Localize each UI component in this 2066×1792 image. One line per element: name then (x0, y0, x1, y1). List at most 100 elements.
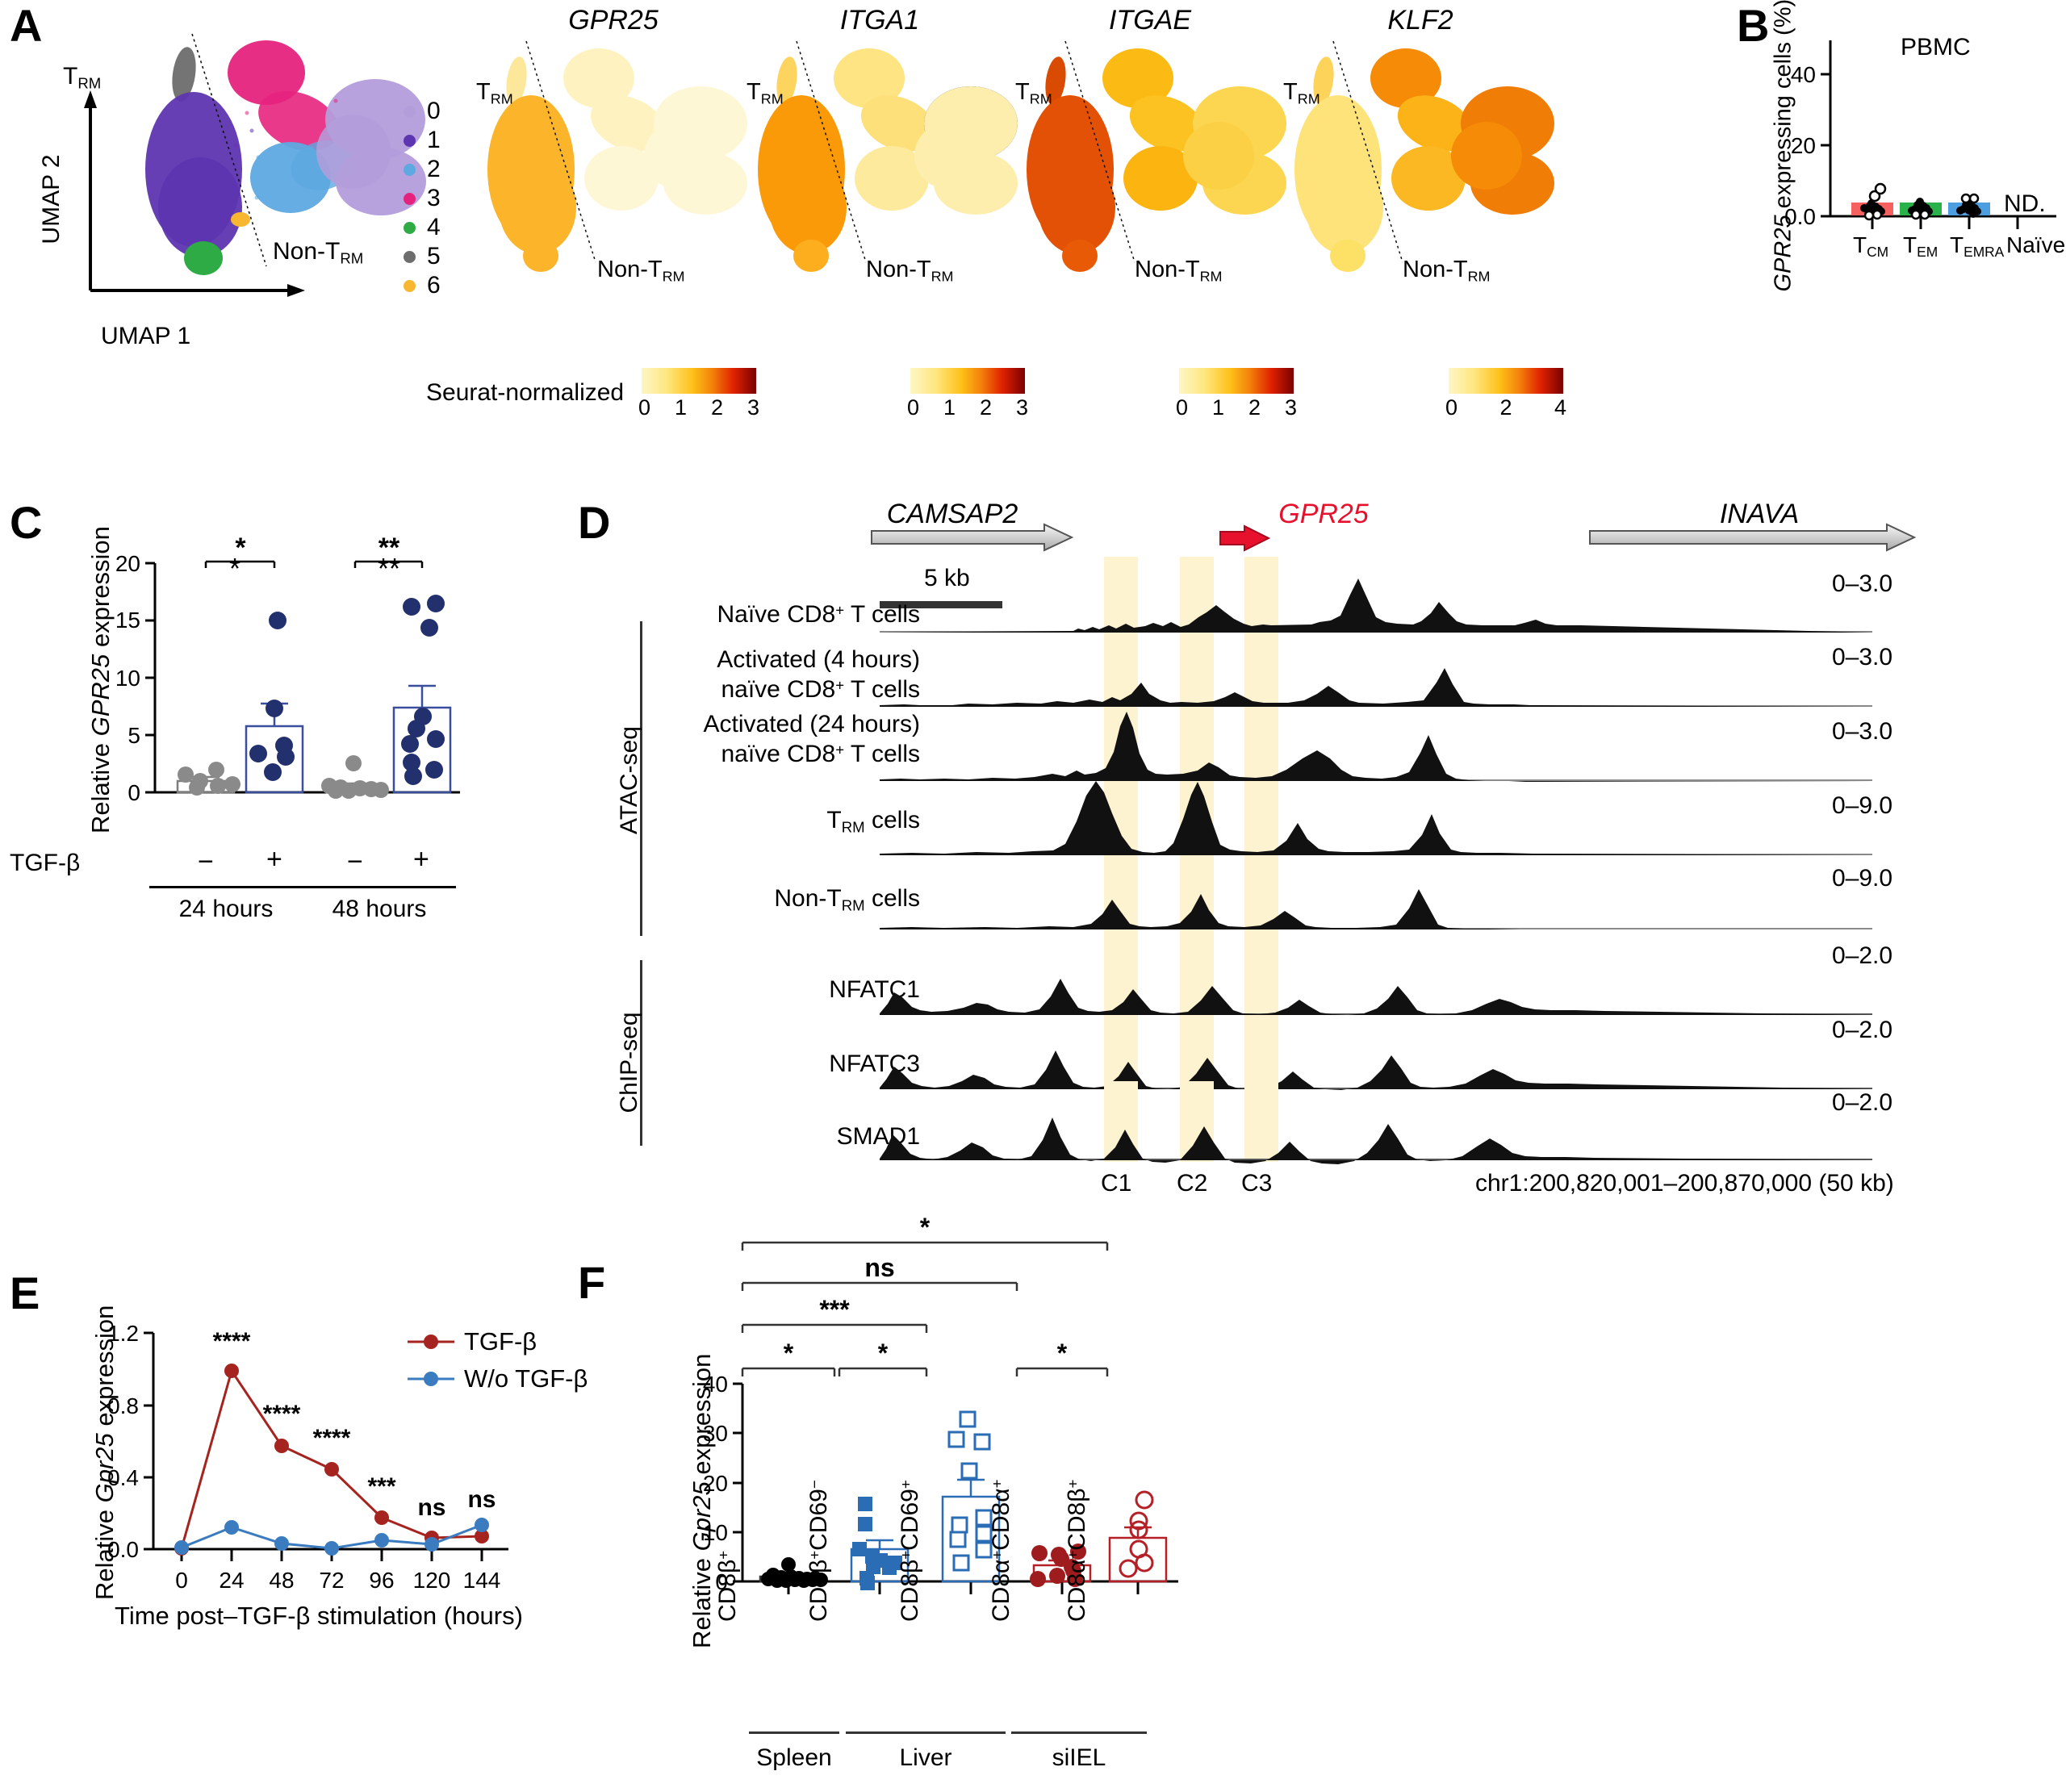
trm-subscript: RM (760, 90, 784, 107)
cbar-tick: 2 (710, 395, 723, 420)
panel-f-plot: * ns *** * * * 0 10 20 30 40 (694, 1213, 1194, 1614)
trm-text: T (63, 63, 78, 90)
itgae-nontrm-label: Non-TRM (1135, 257, 1223, 285)
svg-text:24: 24 (219, 1568, 244, 1593)
legend-swatch-1 (404, 134, 416, 147)
legend-swatch-0 (404, 105, 416, 118)
trm-text: T (747, 79, 761, 105)
svg-text:**: ** (378, 533, 400, 563)
cbar-tick: 0 (1445, 395, 1458, 420)
gpr25-nontrm-label: Non-TRM (597, 257, 685, 285)
nontrm-text: Non-T (273, 238, 341, 265)
panel-d-track-label-4: Non-TRM cells (774, 885, 920, 914)
panel-d-track-label-0: Naïve CD8+ T cells (717, 601, 920, 628)
seurat-normalized-label: Seurat-normalized (426, 379, 625, 406)
panel-f-letter: F (578, 1257, 605, 1308)
cbar-tick: 4 (1554, 395, 1566, 420)
panel-d-coordinates: chr1:200,820,001–200,870,000 (50 kb) (1475, 1170, 1894, 1197)
panel-d-scale-0: 0–3.0 (1832, 570, 1893, 597)
legend-row: 5 (404, 242, 441, 271)
nontrm-text: Non-T (1403, 257, 1468, 282)
svg-text:5: 5 (128, 723, 140, 748)
svg-text:***: *** (819, 1295, 850, 1324)
svg-text:0.0: 0.0 (107, 1537, 139, 1562)
panel-d-track-label-2: Activated (24 hours) naïve CD8+ T cells (703, 711, 920, 767)
cbar-tick: 0 (638, 395, 651, 420)
panel-d-scalebar-label: 5 kb (924, 565, 970, 591)
panel-d-scale-4: 0–9.0 (1832, 865, 1893, 892)
legend-row: 1 (404, 126, 441, 155)
nontrm-subscript: RM (931, 268, 954, 285)
gene-title-klf2: KLF2 (1387, 5, 1453, 36)
colorbar-itgae: 0 1 2 3 (1176, 368, 1297, 420)
colorbar-gradient (1179, 368, 1294, 394)
svg-text:120: 120 (413, 1568, 451, 1593)
panel-f-xlabel-4: CD8α+CD8β+ (1064, 1479, 1090, 1622)
legend-marker-tgfb (408, 1335, 454, 1349)
panel-c-sign-2: − (347, 846, 363, 877)
temra-subscript: EMRA (1964, 244, 2005, 261)
panel-d-scalebar (880, 601, 1002, 608)
panel-e-letter: E (10, 1268, 40, 1318)
svg-text:*: * (1057, 1339, 1068, 1368)
svg-text:144: 144 (463, 1568, 501, 1593)
svg-text:30: 30 (703, 1421, 728, 1446)
legend-label-tgfb: TGF-β (464, 1327, 537, 1355)
xtick-naive: Naïve (2006, 232, 2066, 257)
cbar-tick: 2 (979, 395, 992, 420)
svg-text:0.8: 0.8 (107, 1393, 139, 1418)
panel-c-group-label-2: 48 hours (332, 896, 427, 922)
svg-text:***: *** (367, 1473, 395, 1500)
panel-d-gene-camsap2: CAMSAP2 (886, 499, 1018, 529)
panel-d-tracks (880, 557, 1888, 1154)
svg-text:0.4: 0.4 (107, 1465, 139, 1490)
panel-d-group-atac: ATAC-seq (616, 726, 642, 834)
panel-d-atac-bracket (640, 621, 642, 936)
panel-c-tgfb-label: TGF-β (10, 850, 81, 876)
itgae-trm-label: TRM (1015, 79, 1052, 107)
cbar-tick: 2 (1248, 395, 1261, 420)
panel-c-sign-0: − (198, 846, 214, 877)
cbar-tick: 0 (1176, 395, 1189, 420)
colorbar-gradient (642, 368, 756, 394)
trm-text: T (1283, 79, 1298, 105)
panel-d-gene-inava: INAVA (1719, 499, 1800, 529)
panel-d-track-label-5: NFATC1 (829, 976, 920, 1003)
cbar-tick: 1 (674, 395, 688, 420)
trm-text: T (476, 79, 491, 105)
svg-text:1.2: 1.2 (107, 1321, 139, 1346)
panel-a-letter: A (10, 0, 42, 51)
legend-row: 2 (404, 155, 441, 184)
panel-d-track-label-6: NFATC3 (829, 1051, 920, 1077)
legend-row-wo-tgfb: W/o TGF-β (408, 1360, 588, 1397)
svg-text:72: 72 (319, 1568, 344, 1593)
panel-a-nontrm-label: Non-TRM (273, 238, 363, 268)
svg-text:****: **** (213, 1328, 251, 1355)
panel-d-track-label-3: TRM cells (826, 807, 920, 836)
svg-text:ns: ns (417, 1494, 445, 1521)
panel-c-sig-2: ** (378, 552, 401, 585)
feature-plot-itga1 (738, 36, 1029, 351)
panel-d-gene-gpr25: GPR25 (1278, 499, 1369, 529)
svg-text:0.0: 0.0 (1784, 204, 1816, 229)
svg-text:96: 96 (369, 1568, 394, 1593)
legend-label-3: 3 (427, 185, 441, 211)
colorbar-gpr25: 0 1 2 3 (638, 368, 759, 420)
panel-d-peak-c2: C2 (1177, 1170, 1208, 1197)
legend-row: 3 (404, 184, 441, 213)
cbar-tick: 3 (747, 395, 759, 420)
colorbar-gradient (1449, 368, 1563, 394)
feature-plot-gpr25 (468, 36, 759, 351)
panel-f-tissue-label-spleen: Spleen (756, 1744, 832, 1771)
tcm-text: T (1853, 232, 1867, 257)
trm-subscript: RM (77, 74, 102, 92)
svg-text:0: 0 (715, 1569, 728, 1594)
gene-title-itga1: ITGA1 (839, 5, 920, 36)
panel-d-track-label-7: SMAD1 (836, 1123, 920, 1150)
panel-f-xlabel-1: CD8β+CD69− (805, 1480, 832, 1622)
svg-text:ND.: ND. (2004, 190, 2046, 217)
itga1-trm-label: TRM (747, 79, 784, 107)
legend-row: 6 (404, 271, 441, 300)
svg-text:****: **** (313, 1425, 351, 1452)
gene-title-gpr25: GPR25 (568, 5, 659, 36)
